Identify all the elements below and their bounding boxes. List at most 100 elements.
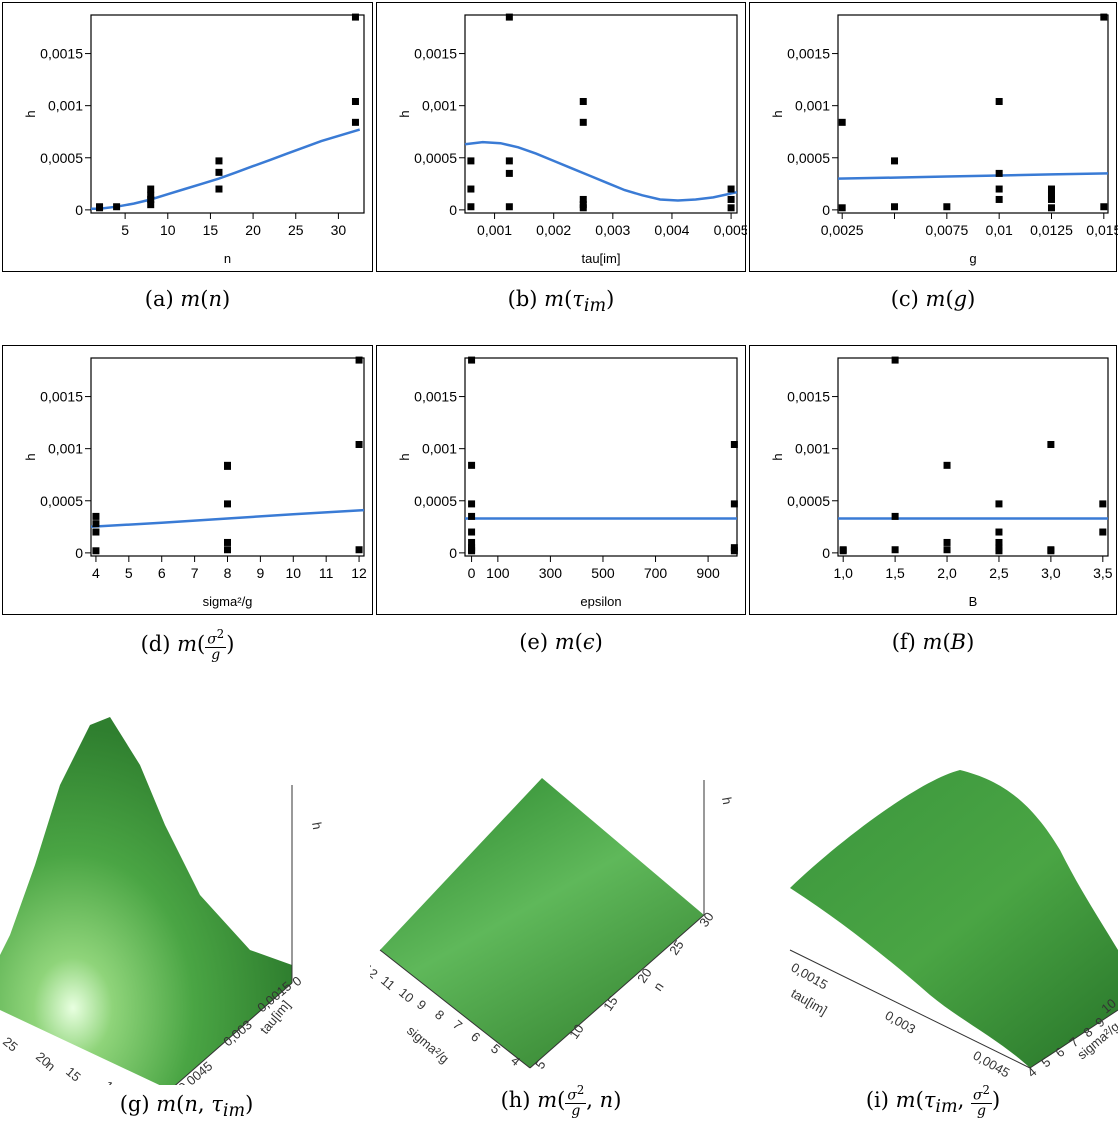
data-point xyxy=(147,201,155,209)
data-point xyxy=(224,546,231,554)
data-point xyxy=(995,500,1003,508)
data-point xyxy=(215,168,223,176)
y-tick-label: 0,0015 xyxy=(414,389,457,405)
data-point xyxy=(1100,13,1108,21)
panel-a: 0 0,0005 0,001 0,0015 5 10 15 20 25 30 n h xyxy=(2,2,373,272)
x-tick-label: 0,002 xyxy=(536,222,571,238)
data-point xyxy=(891,356,899,364)
data-point xyxy=(943,546,951,554)
x-tick-label: 4 xyxy=(92,565,100,581)
data-point xyxy=(891,157,899,165)
surface-i-y-axis xyxy=(1029,1009,1118,1069)
data-point xyxy=(147,185,155,193)
x-tick-label: 0,0125 xyxy=(1030,222,1073,238)
surface-h: h 12 11 10 9 sigma²/g 8 7 6 5 4 30 25 20… xyxy=(370,778,735,1072)
caption-d: (d) m(σ2 g) xyxy=(140,627,235,664)
surface-h-x-tick-4: 8 xyxy=(432,1007,447,1023)
data-point xyxy=(579,201,587,209)
data-point xyxy=(579,118,587,126)
data-point xyxy=(995,97,1003,105)
data-point xyxy=(468,528,476,536)
caption-h: (h) m(σ2 g, n) xyxy=(500,1083,622,1120)
x-axis-label: sigma²/g xyxy=(203,594,253,609)
surface-g-x-tick-2: 15 xyxy=(63,1064,84,1085)
chart-e: 0 0,0005 0,001 0,0015 0 100 300 500 700 900 epsilo… xyxy=(397,356,738,609)
data-point xyxy=(891,203,899,211)
x-tick-label: 11 xyxy=(319,565,334,581)
panel-c: 0 0,0005 0,001 0,0015 0,0025 0,0075 0,01 0,0125… xyxy=(749,2,1118,272)
data-point xyxy=(215,157,223,165)
chart-f: 0 0,0005 0,001 0,0015 1,0 1,5 2,0 2,5 3,0 3,5 Bh xyxy=(770,356,1113,609)
data-point xyxy=(467,157,475,165)
y-tick-label: 0 xyxy=(449,202,457,218)
data-point xyxy=(995,185,1003,193)
data-point xyxy=(730,544,738,552)
data-point xyxy=(468,461,476,469)
y-axis-label: h xyxy=(397,453,412,460)
chart-d: 0 0,0005 0,001 0,0015 4 5 6 7 8 9 10 11 12 sigma²/g h xyxy=(23,356,367,609)
surface-h-y-tick-4: 10 xyxy=(566,1021,587,1041)
y-tick-label: 0,0015 xyxy=(40,389,83,405)
y-axis-label: h xyxy=(770,453,785,460)
x-tick-label: 12 xyxy=(351,565,367,581)
surface-h-y-axis xyxy=(529,914,705,1069)
surface-h-x-tick-5: 7 xyxy=(450,1017,465,1033)
data-point xyxy=(147,195,155,203)
data-point xyxy=(891,546,899,554)
caption-a: (a) m(n) xyxy=(144,287,231,311)
x-tick-label: 1,0 xyxy=(833,565,853,581)
surface-i-x-tick-1: 0,003 xyxy=(883,1008,919,1037)
data-point xyxy=(579,97,587,105)
panel-e: 0 0,0005 0,001 0,0015 0 100 300 500 700 900 epsilo… xyxy=(376,345,746,615)
y-tick-label: 0,001 xyxy=(48,441,83,457)
data-point xyxy=(995,169,1003,177)
data-point xyxy=(1100,203,1108,211)
panel-b: 0 0,0005 0,001 0,0015 0,001 0,002 0,003 0,004 0,… xyxy=(376,2,747,272)
x-tick-label: 5 xyxy=(125,565,133,581)
data-point xyxy=(505,157,513,165)
data-point xyxy=(468,356,476,364)
surface-g: h tau[im] 0 0,0015 0,003 0,0045 25 20 15… xyxy=(0,717,325,1085)
data-point xyxy=(1047,195,1055,203)
y-tick-label: 0,0015 xyxy=(787,389,830,405)
x-tick-label: 7 xyxy=(191,565,199,581)
data-point xyxy=(1099,528,1107,536)
surface-g-y-axis xyxy=(174,982,293,1085)
y-tick-label: 0,0005 xyxy=(414,493,457,509)
surface-h-x-tick-3: 9 xyxy=(414,997,429,1013)
chart-a: 0 0,0005 0,001 0,0015 5 10 15 20 25 30 n h xyxy=(23,13,365,266)
surface-h-x-tick-2: 10 xyxy=(396,985,417,1006)
data-point xyxy=(727,195,735,203)
data-point xyxy=(224,500,231,508)
plot-frame xyxy=(464,14,738,214)
surface-i-x-tick-2: 0,0045 xyxy=(971,1048,1013,1081)
y-tick-label: 0,001 xyxy=(795,441,830,457)
data-point xyxy=(1047,191,1055,199)
x-tick-label: 30 xyxy=(331,222,347,238)
plot-frame xyxy=(837,14,1109,214)
y-axis-label: h xyxy=(397,110,412,117)
y-axis-label: h xyxy=(23,110,38,117)
x-tick-label: 5 xyxy=(121,222,129,238)
x-tick-label: 2,5 xyxy=(989,565,1009,581)
x-tick-label: 10 xyxy=(160,222,176,238)
data-point xyxy=(355,546,363,554)
data-point xyxy=(995,195,1003,203)
surface-g-x-tick-0: 25 xyxy=(0,1034,21,1055)
plot-frame xyxy=(837,357,1109,557)
x-tick-label: 900 xyxy=(696,565,720,581)
data-point xyxy=(92,528,100,536)
data-point xyxy=(995,544,1003,552)
x-tick-label: 500 xyxy=(591,565,615,581)
y-tick-label: 0,0005 xyxy=(40,493,83,509)
data-point xyxy=(215,185,223,193)
x-tick-label: 0,0025 xyxy=(821,222,864,238)
x-axis-label: epsilon xyxy=(580,594,621,609)
surface-g-shape xyxy=(0,717,292,1085)
data-point xyxy=(468,538,476,546)
surface-h-x-axis xyxy=(379,949,531,1069)
data-point xyxy=(1099,500,1107,508)
y-axis-label: h xyxy=(23,453,38,460)
y-tick-label: 0,0015 xyxy=(414,46,457,62)
fit-curve xyxy=(90,508,365,529)
